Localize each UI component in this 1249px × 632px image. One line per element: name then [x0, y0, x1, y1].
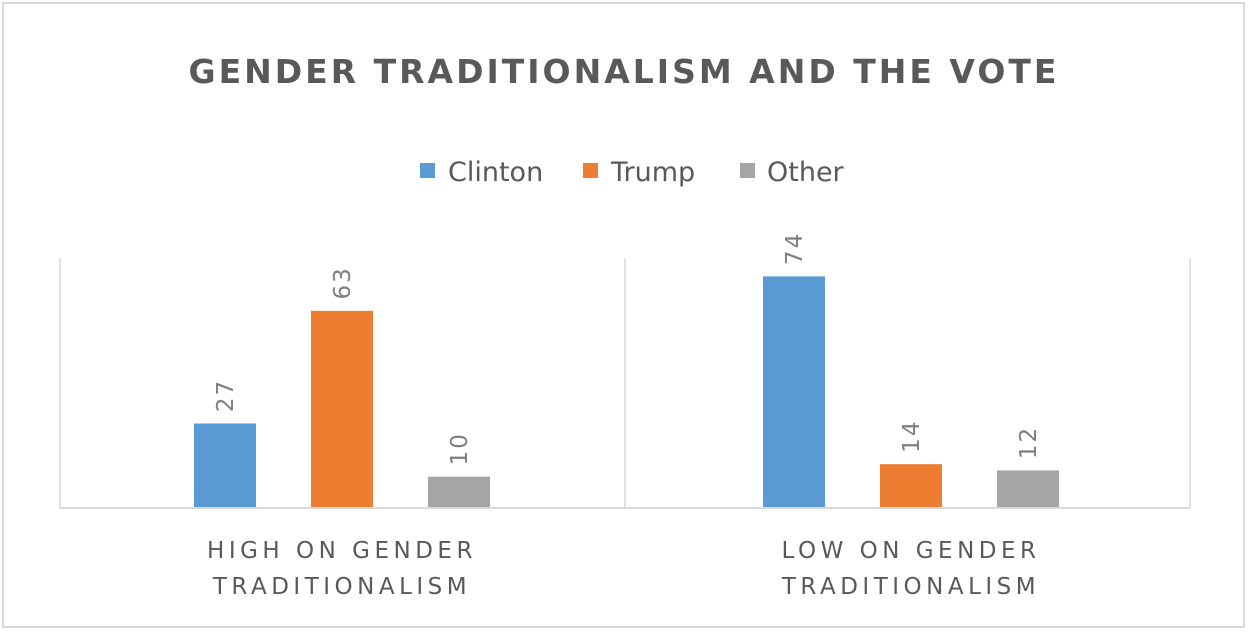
legend-swatch-trump — [583, 163, 598, 178]
category-label-low-line2: TRADITIONALISM — [781, 574, 1040, 600]
legend: Clinton Trump Other — [420, 157, 845, 188]
legend-label-other: Other — [767, 157, 845, 188]
data-label-other-high: 10 — [447, 432, 473, 465]
bar-other-low — [997, 470, 1059, 508]
data-label-other-low: 12 — [1016, 426, 1042, 459]
legend-swatch-clinton — [420, 163, 435, 178]
data-label-clinton-high: 27 — [213, 379, 239, 412]
bar-trump-high — [311, 310, 373, 508]
bars — [194, 276, 1059, 508]
chart-title: GENDER TRADITIONALISM AND THE VOTE — [189, 52, 1060, 91]
category-label-high-line2: TRADITIONALISM — [212, 574, 471, 600]
legend-label-trump: Trump — [610, 157, 695, 188]
bar-clinton-high — [194, 423, 256, 508]
bar-other-high — [428, 476, 490, 508]
bar-clinton-low — [763, 276, 825, 508]
legend-swatch-other — [740, 163, 755, 178]
bar-trump-low — [880, 464, 942, 508]
category-labels: HIGH ON GENDER TRADITIONALISM LOW ON GENDE… — [207, 538, 1040, 600]
category-label-low-line1: LOW ON GENDER — [781, 538, 1040, 564]
plot-area: 27 63 10 74 14 12 — [59, 232, 1191, 509]
legend-label-clinton: Clinton — [448, 157, 543, 188]
category-label-high-line1: HIGH ON GENDER — [207, 538, 477, 564]
data-label-trump-high: 63 — [330, 266, 356, 299]
data-label-trump-low: 14 — [899, 420, 925, 453]
data-label-clinton-low: 74 — [782, 232, 808, 265]
data-labels: 27 63 10 74 14 12 — [213, 232, 1042, 466]
